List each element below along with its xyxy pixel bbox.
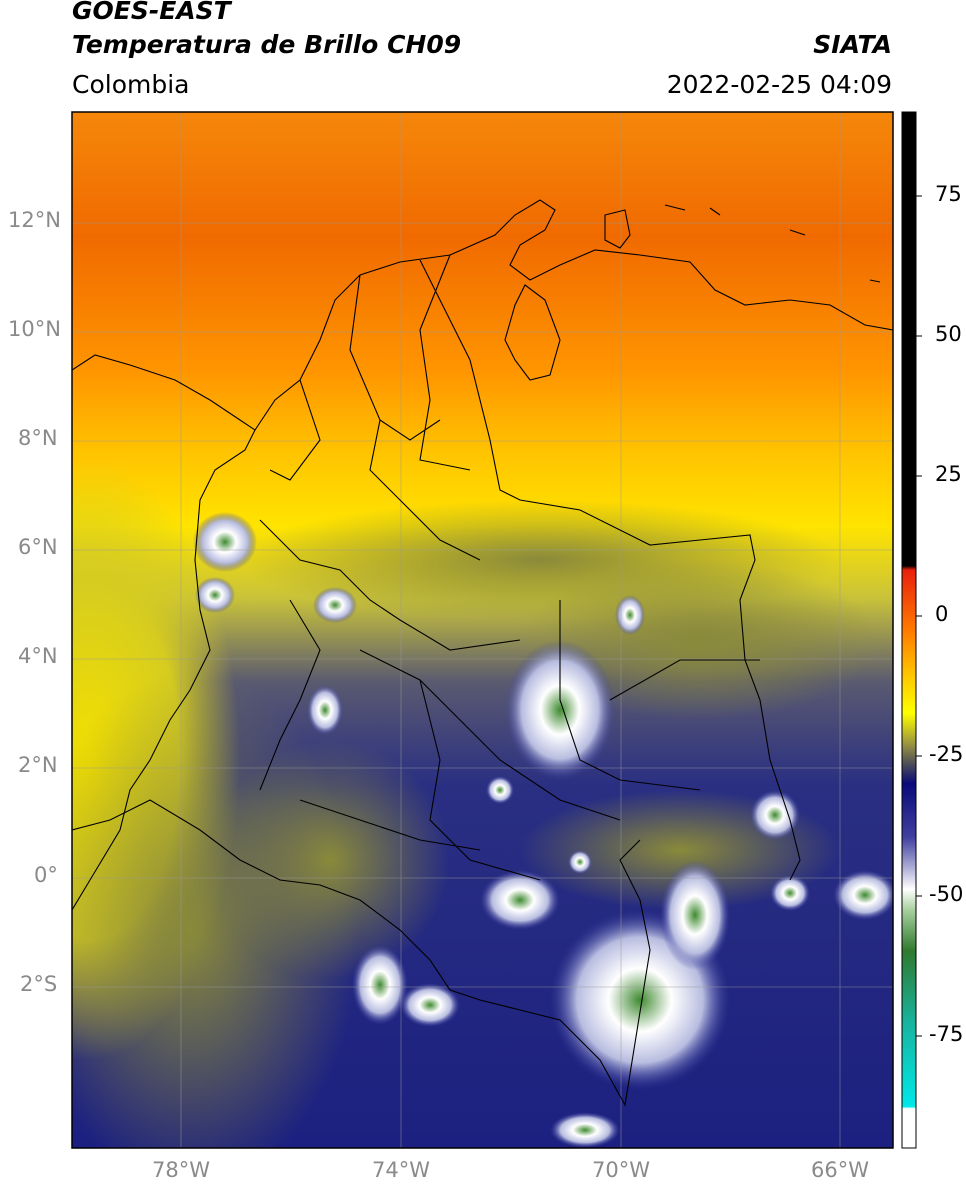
datetime-label: 2022-02-25 04:09 bbox=[666, 70, 892, 99]
colombia-venezuela-border bbox=[419, 259, 801, 881]
colombia-peru-brazil-border bbox=[72, 799, 651, 1107]
gridlines bbox=[72, 112, 893, 1148]
lat-label: 12°N bbox=[8, 208, 61, 232]
lat-label: 2°N bbox=[18, 753, 58, 777]
colorbar-tick-label: 0 bbox=[935, 602, 949, 626]
colorbar-tick-label: 75 bbox=[935, 182, 962, 206]
lat-label: 8°N bbox=[18, 426, 58, 450]
colorbar-tick-label: 50 bbox=[935, 322, 962, 346]
caribbean-coast bbox=[72, 199, 893, 431]
lon-label: 70°W bbox=[592, 1158, 650, 1182]
colorbar-tick-label: -50 bbox=[929, 882, 964, 906]
lat-label: 4°N bbox=[18, 644, 58, 668]
lon-label: 78°W bbox=[152, 1158, 210, 1182]
islands bbox=[604, 204, 881, 283]
title-satellite: GOES-EAST bbox=[72, 0, 231, 25]
department-lines bbox=[259, 254, 760, 881]
colorbar-frame bbox=[901, 111, 917, 1149]
colorbar-tick-label: -25 bbox=[929, 742, 964, 766]
lat-label: 6°N bbox=[18, 535, 58, 559]
lon-label: 66°W bbox=[811, 1158, 869, 1182]
lat-label: 10°N bbox=[8, 317, 61, 341]
lat-label: 0° bbox=[34, 863, 58, 887]
colorbar-tick-label: 25 bbox=[935, 462, 962, 486]
region-label: Colombia bbox=[72, 70, 190, 99]
lat-label: 2°S bbox=[20, 972, 58, 996]
brand-label: SIATA bbox=[813, 30, 892, 59]
maracaibo-lake bbox=[504, 284, 561, 381]
temperature-field bbox=[72, 112, 893, 1148]
colorbar-tick-label: -75 bbox=[929, 1022, 964, 1046]
pacific-coast bbox=[72, 429, 256, 911]
map-frame bbox=[71, 111, 894, 1149]
colorbar bbox=[902, 112, 916, 1148]
title-product: Temperatura de Brillo CH09 bbox=[72, 30, 462, 59]
colorbar-ticks bbox=[916, 195, 922, 1037]
lon-label: 74°W bbox=[372, 1158, 430, 1182]
boundaries bbox=[72, 199, 893, 1107]
